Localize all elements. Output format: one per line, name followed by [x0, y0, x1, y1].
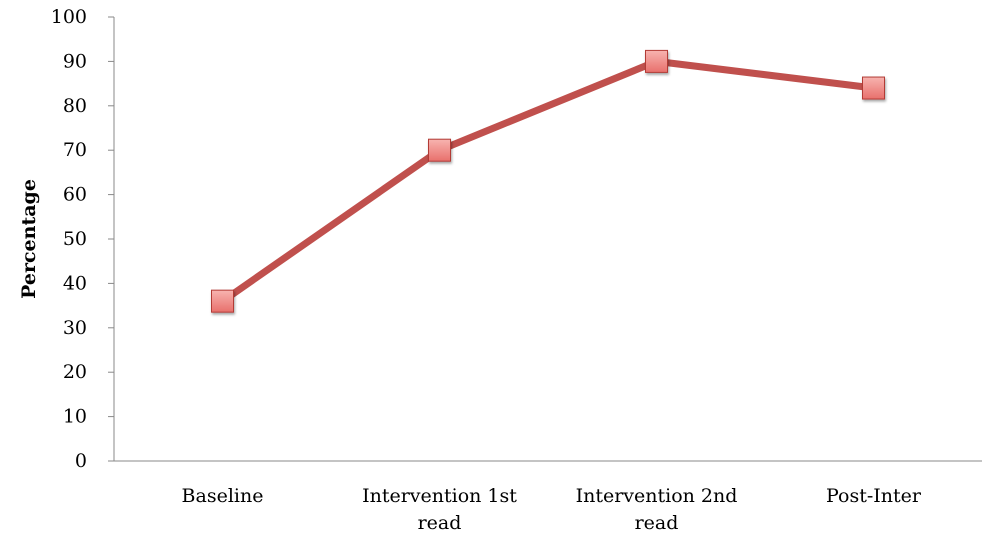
x-tick-label: Intervention 1st read [362, 485, 517, 534]
y-tick-label: 60 [63, 184, 87, 206]
x-tick-label: Post-Inter [826, 485, 922, 507]
y-tick-label: 40 [63, 272, 87, 294]
y-tick-label: 0 [75, 450, 87, 472]
y-tick-label: 80 [63, 95, 87, 117]
y-axis-title: Percentage [18, 179, 40, 299]
y-axis-ticks: 0 10 20 30 40 50 60 70 80 90 100 [51, 6, 114, 472]
y-tick-label: 90 [63, 50, 87, 72]
y-tick-label: 50 [63, 228, 87, 250]
data-point-marker [211, 289, 234, 313]
y-tick-label: 100 [51, 6, 87, 28]
y-tick-label: 70 [63, 139, 87, 161]
data-point-marker [645, 49, 668, 73]
y-tick-label: 20 [63, 361, 87, 383]
y-tick-label: 30 [63, 317, 87, 339]
series-markers [211, 49, 885, 313]
x-axis-labels: Baseline Intervention 1st read Intervention… [182, 485, 922, 534]
data-point-marker [428, 138, 451, 162]
data-point-marker [862, 76, 885, 100]
series-line [219, 57, 877, 305]
x-tick-label: Intervention 2nd read [576, 485, 738, 534]
x-tick-label: Baseline [182, 485, 264, 507]
y-tick-label: 10 [63, 406, 87, 428]
